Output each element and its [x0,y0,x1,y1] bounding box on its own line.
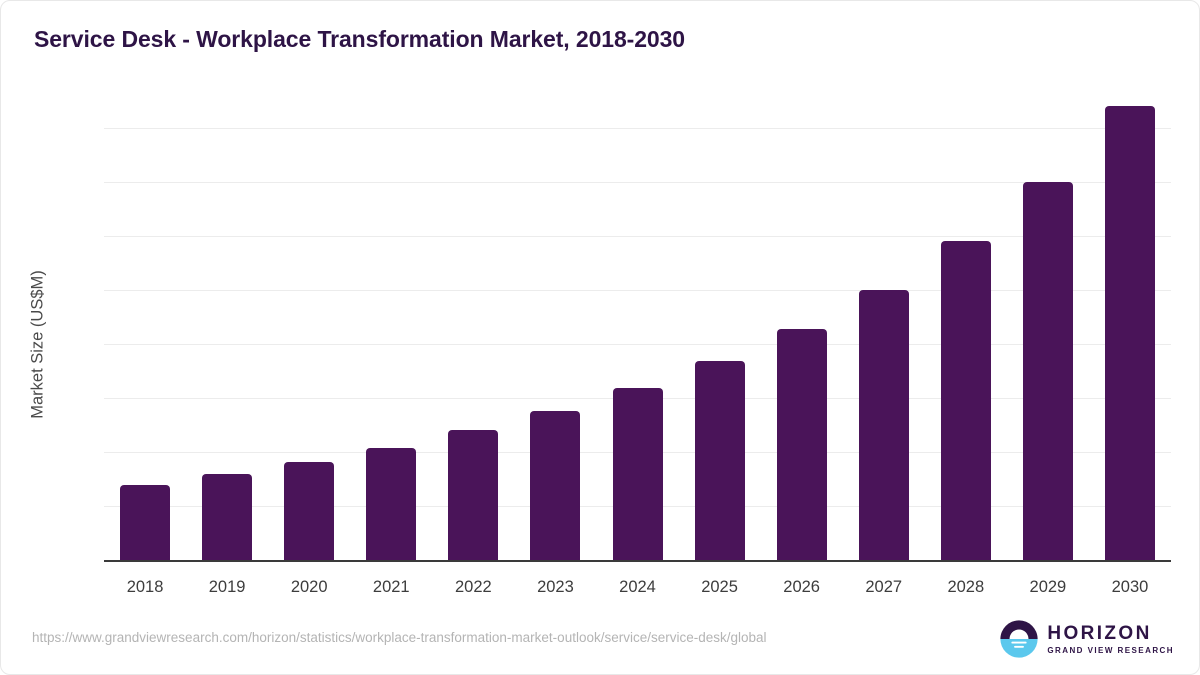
gridline [104,343,1171,345]
bar[interactable] [612,388,663,560]
gridline [104,235,1171,237]
bar[interactable] [776,329,827,560]
horizon-logo-icon [1000,620,1038,658]
gridline [104,289,1171,291]
y-axis-title: Market Size (US$M) [28,270,47,419]
plot-area: 01k2k3k4k5k6k7k8k 2018201920202021202220… [104,106,1171,596]
x-tick-label: 2023 [537,578,574,596]
bar[interactable] [1104,106,1155,560]
x-tick-label: 2024 [619,578,656,596]
logo-wordmark: HORIZON [1047,622,1152,644]
logo-tagline: GRAND VIEW RESEARCH [1047,645,1174,655]
source-url[interactable]: https://www.grandviewresearch.com/horizo… [32,630,767,645]
bar[interactable] [858,289,909,560]
horizon-logo-text: HORIZON GRAND VIEW RESEARCH [1047,624,1174,655]
bar[interactable] [202,473,253,560]
x-tick-label: 2027 [865,578,903,596]
page-title: Service Desk - Workplace Transformation … [34,26,685,52]
x-tick-label: 2026 [783,578,820,596]
x-tick-label: 2028 [947,578,985,596]
gridline [104,127,1171,129]
bar[interactable] [530,410,581,560]
bar[interactable] [120,485,171,560]
x-tick-label: 2019 [208,578,246,596]
bar[interactable] [448,430,499,560]
x-tick-label: 2025 [701,578,738,596]
bar[interactable] [694,361,745,560]
x-tick-label: 2030 [1111,578,1149,596]
bar[interactable] [366,447,417,560]
x-tick-label: 2022 [454,578,492,596]
x-tick-label: 2018 [126,578,164,596]
x-tick-label: 2020 [290,578,328,596]
bar[interactable] [284,461,335,560]
x-axis-line [104,560,1171,562]
bar[interactable] [940,241,991,560]
x-tick-label: 2029 [1029,578,1067,596]
horizon-logo[interactable]: HORIZON GRAND VIEW RESEARCH [1000,618,1174,660]
bar[interactable] [1022,181,1073,560]
x-tick-label: 2021 [372,578,410,596]
gridline [104,181,1171,183]
